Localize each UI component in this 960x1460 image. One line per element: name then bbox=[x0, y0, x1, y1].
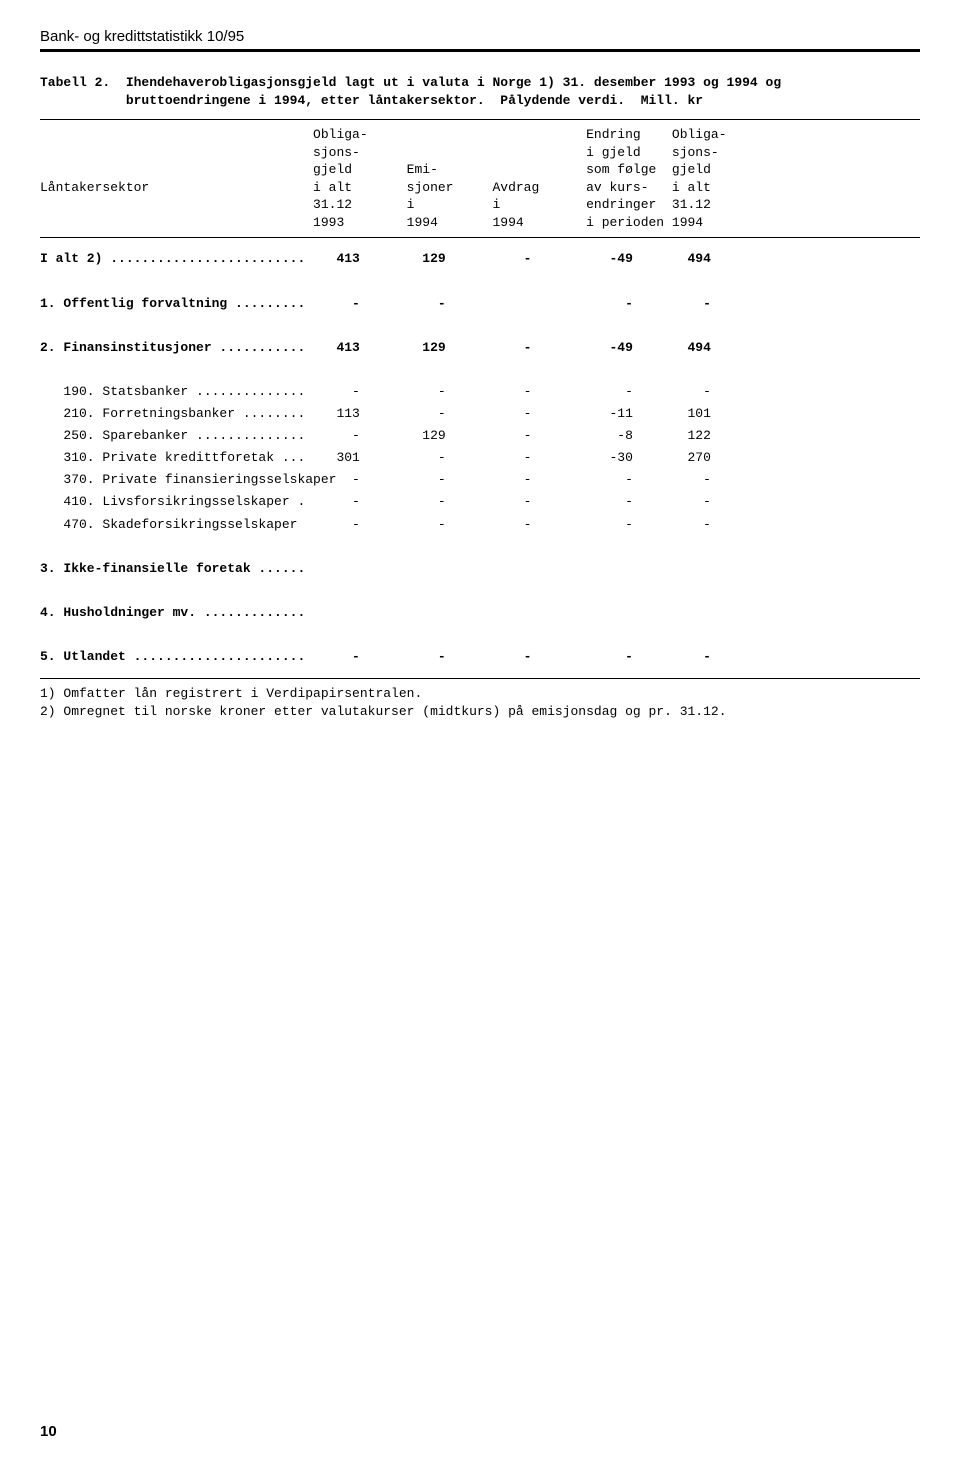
table-row: 190. Statsbanker .............. - - - - … bbox=[40, 384, 711, 399]
table-caption: Tabell 2. Ihendehaverobligasjonsgjeld la… bbox=[40, 74, 920, 109]
column-headers: Obliga- Endring Obliga- sjons- i gjeld s… bbox=[40, 120, 920, 237]
footnotes: 1) Omfatter lån registrert i Verdipapirs… bbox=[40, 679, 920, 720]
page-content: Bank- og kredittstatistikk 10/95 Tabell … bbox=[0, 0, 960, 760]
table-row: 2. Finansinstitusjoner ........... 413 1… bbox=[40, 340, 711, 355]
page-root: Bank- og kredittstatistikk 10/95 Tabell … bbox=[0, 0, 960, 1460]
page-title: Bank- og kredittstatistikk 10/95 bbox=[40, 28, 920, 45]
footnote-2: 2) Omregnet til norske kroner etter valu… bbox=[40, 704, 727, 719]
table-row: I alt 2) ......................... 413 1… bbox=[40, 251, 711, 266]
table-row: 370. Private finansieringsselskaper - - … bbox=[40, 472, 711, 487]
colhead-line-2: sjons- i gjeld sjons- bbox=[40, 145, 719, 160]
table-row: 410. Livsforsikringsselskaper . - - - - … bbox=[40, 494, 711, 509]
table-row: 4. Husholdninger mv. ............. bbox=[40, 605, 305, 620]
colhead-line-4: Låntakersektor i alt sjoner Avdrag av ku… bbox=[40, 180, 711, 195]
table-row: 310. Private kredittforetak ... 301 - - … bbox=[40, 450, 711, 465]
table-body: I alt 2) ......................... 413 1… bbox=[40, 238, 920, 678]
table-row: 470. Skadeforsikringsselskaper - - - - - bbox=[40, 517, 711, 532]
table-row: 5. Utlandet ...................... - - -… bbox=[40, 649, 711, 664]
colhead-line-6: 1993 1994 1994 i perioden 1994 bbox=[40, 215, 703, 230]
table-row: 3. Ikke-finansielle foretak ...... bbox=[40, 561, 305, 576]
colhead-line-3: gjeld Emi- som følge gjeld bbox=[40, 162, 711, 177]
table-row: 250. Sparebanker .............. - 129 - … bbox=[40, 428, 711, 443]
table-row: 210. Forretningsbanker ........ 113 - - … bbox=[40, 406, 711, 421]
header-rule bbox=[40, 49, 920, 52]
caption-line-1: Tabell 2. Ihendehaverobligasjonsgjeld la… bbox=[40, 75, 781, 90]
colhead-line-5: 31.12 i i endringer 31.12 bbox=[40, 197, 711, 212]
footnote-1: 1) Omfatter lån registrert i Verdipapirs… bbox=[40, 686, 422, 701]
table-row: 1. Offentlig forvaltning ......... - - -… bbox=[40, 296, 711, 311]
caption-line-2: bruttoendringene i 1994, etter låntakers… bbox=[40, 93, 703, 108]
colhead-line-1: Obliga- Endring Obliga- bbox=[40, 127, 727, 142]
page-number: 10 bbox=[40, 1423, 57, 1440]
